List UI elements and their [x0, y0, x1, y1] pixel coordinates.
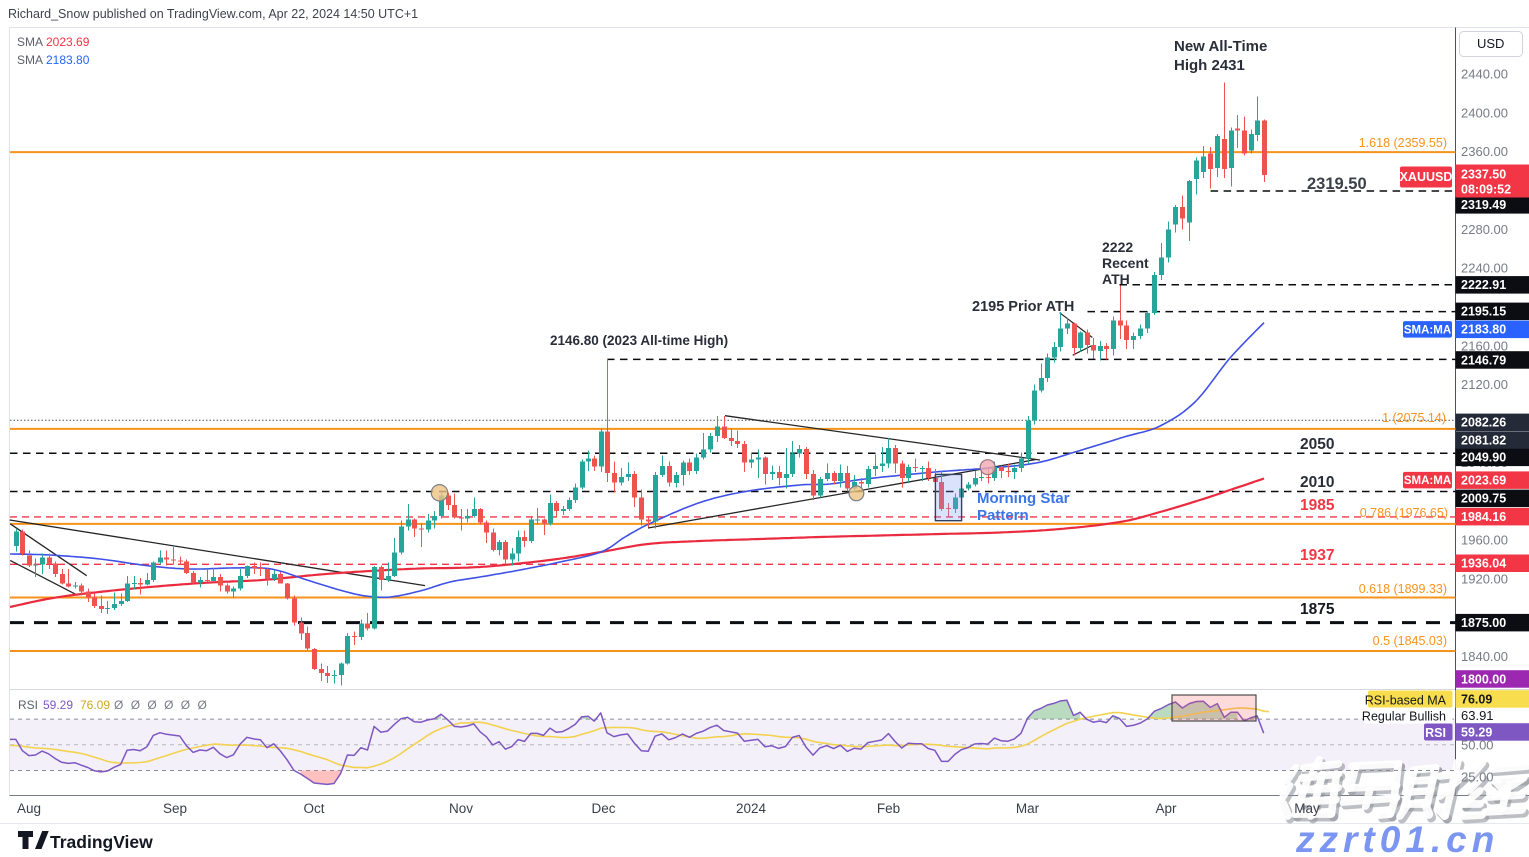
svg-text:59.29: 59.29	[43, 698, 73, 712]
svg-text:2195.15: 2195.15	[1461, 305, 1506, 319]
svg-text:zzrt01.cn: zzrt01.cn	[1295, 819, 1499, 857]
svg-text:Regular Bullish: Regular Bullish	[1362, 709, 1446, 723]
svg-text:Dec: Dec	[591, 801, 615, 816]
svg-text:RSI: RSI	[1425, 726, 1446, 740]
svg-text:1840.00: 1840.00	[1461, 649, 1508, 664]
svg-text:SMA:MA: SMA:MA	[1404, 475, 1451, 487]
svg-text:Recent: Recent	[1102, 255, 1149, 271]
svg-text:2024: 2024	[736, 801, 767, 816]
svg-text:76.09: 76.09	[1461, 692, 1492, 706]
svg-text:2009.75: 2009.75	[1461, 492, 1506, 506]
svg-text:High 2431: High 2431	[1174, 57, 1245, 74]
svg-text:1937: 1937	[1300, 547, 1334, 564]
svg-text:2146.79: 2146.79	[1461, 353, 1506, 367]
svg-text:Ø: Ø	[164, 698, 173, 712]
svg-text:Ø: Ø	[147, 698, 156, 712]
svg-text:Morning Star: Morning Star	[977, 490, 1070, 507]
svg-text:Richard_Snow published on Trad: Richard_Snow published on TradingView.co…	[8, 7, 418, 21]
svg-text:2010: 2010	[1300, 474, 1334, 491]
svg-text:2023.69: 2023.69	[1461, 473, 1506, 487]
svg-text:2050: 2050	[1300, 436, 1334, 453]
svg-text:2081.82: 2081.82	[1461, 434, 1506, 448]
svg-text:Ø: Ø	[131, 698, 140, 712]
svg-text:Nov: Nov	[449, 801, 473, 816]
svg-text:1.618 (2359.55): 1.618 (2359.55)	[1359, 136, 1447, 150]
svg-text:2082.26: 2082.26	[1461, 416, 1506, 430]
svg-text:08:09:52: 08:09:52	[1461, 183, 1511, 197]
svg-text:76.09: 76.09	[80, 698, 110, 712]
svg-text:0.618 (1899.33): 0.618 (1899.33)	[1359, 582, 1447, 596]
svg-text:2222: 2222	[1102, 239, 1133, 255]
svg-text:Oct: Oct	[303, 801, 324, 816]
svg-text:1920.00: 1920.00	[1461, 571, 1508, 586]
svg-text:50.00: 50.00	[1461, 737, 1494, 752]
svg-text:1 (2075.14): 1 (2075.14)	[1382, 411, 1446, 425]
svg-text:USD: USD	[1477, 36, 1504, 51]
svg-text:2183.80: 2183.80	[1461, 323, 1506, 337]
svg-text:Ø: Ø	[181, 698, 190, 712]
svg-text:RSI-based MA: RSI-based MA	[1365, 694, 1447, 708]
svg-text:2337.50: 2337.50	[1461, 168, 1506, 182]
svg-text:59.29: 59.29	[1461, 725, 1492, 739]
svg-text:2280.00: 2280.00	[1461, 222, 1508, 237]
svg-text:2319.50: 2319.50	[1307, 175, 1367, 193]
svg-text:XAUUSD: XAUUSD	[1400, 170, 1453, 184]
svg-text:2023.69: 2023.69	[46, 35, 90, 49]
svg-text:Mar: Mar	[1016, 801, 1040, 816]
svg-text:1936.04: 1936.04	[1461, 557, 1506, 571]
svg-text:1875.00: 1875.00	[1461, 616, 1506, 630]
svg-text:Ø: Ø	[198, 698, 207, 712]
svg-text:SMA: SMA	[17, 35, 43, 49]
svg-text:1985: 1985	[1300, 497, 1335, 514]
svg-text:2195 Prior ATH: 2195 Prior ATH	[972, 299, 1074, 315]
svg-text:RSI: RSI	[18, 698, 38, 712]
svg-text:1984.16: 1984.16	[1461, 510, 1506, 524]
svg-text:63.91: 63.91	[1461, 708, 1494, 723]
svg-text:1800.00: 1800.00	[1461, 672, 1506, 686]
svg-text:2240.00: 2240.00	[1461, 261, 1508, 276]
svg-text:Pattern: Pattern	[977, 507, 1029, 524]
svg-text:2360.00: 2360.00	[1461, 144, 1508, 159]
svg-text:2440.00: 2440.00	[1461, 67, 1508, 82]
svg-text:2319.49: 2319.49	[1461, 198, 1506, 212]
svg-text:2183.80: 2183.80	[46, 53, 90, 67]
svg-text:Apr: Apr	[1155, 801, 1177, 816]
svg-text:2120.00: 2120.00	[1461, 377, 1508, 392]
svg-text:ATH: ATH	[1102, 271, 1130, 287]
svg-text:SMA:MA: SMA:MA	[1404, 324, 1451, 336]
svg-text:May: May	[1294, 801, 1320, 816]
svg-text:0.5 (1845.03): 0.5 (1845.03)	[1373, 634, 1447, 648]
svg-text:0.786 (1976.65): 0.786 (1976.65)	[1360, 506, 1448, 520]
svg-text:2049.90: 2049.90	[1461, 451, 1506, 465]
svg-text:Aug: Aug	[17, 801, 41, 816]
svg-text:25.00: 25.00	[1461, 769, 1494, 784]
svg-text:2222.91: 2222.91	[1461, 278, 1506, 292]
svg-text:2400.00: 2400.00	[1461, 105, 1508, 120]
svg-text:1875: 1875	[1300, 601, 1335, 618]
svg-text:Feb: Feb	[877, 801, 900, 816]
svg-text:Sep: Sep	[163, 801, 187, 816]
svg-text:Ø: Ø	[114, 698, 123, 712]
svg-text:2160.00: 2160.00	[1461, 338, 1508, 353]
svg-text:New All-Time: New All-Time	[1174, 38, 1267, 55]
svg-text:SMA: SMA	[17, 53, 43, 67]
svg-text:TradingView: TradingView	[50, 832, 153, 852]
svg-text:1960.00: 1960.00	[1461, 533, 1508, 548]
svg-text:2146.80 (2023 All-time High): 2146.80 (2023 All-time High)	[550, 333, 728, 348]
